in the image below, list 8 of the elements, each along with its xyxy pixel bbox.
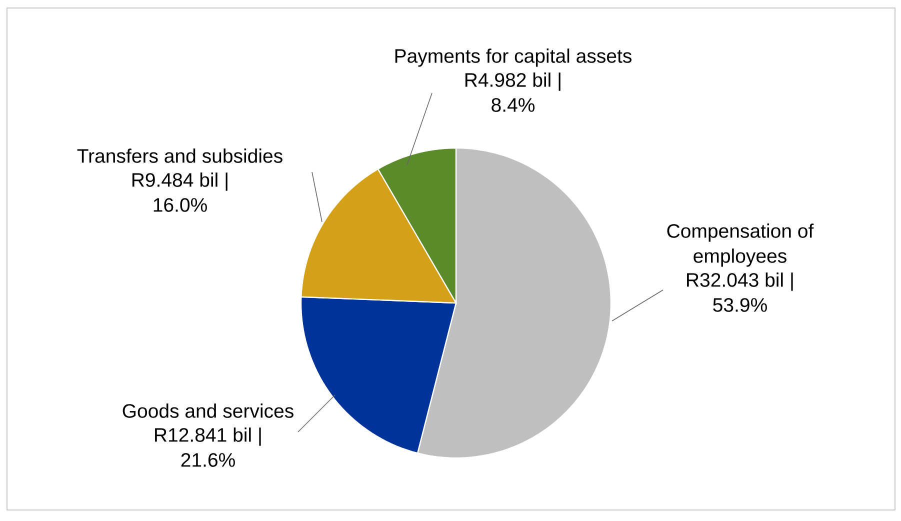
- data-label: R4.982 bil | 8.4%: [465, 72, 560, 112]
- slice-label: Payments for capital assets: [395, 48, 632, 67]
- slice-label: Compensation of employees: [667, 224, 814, 267]
- slice-label: Transfers and subsidies: [77, 148, 282, 163]
- slice-label: Goods and services: [122, 404, 294, 418]
- data-label: R9.484 bil | 16.0%: [132, 172, 228, 212]
- data-label: R32.043 bil | 53.9%: [687, 272, 793, 312]
- data-label: R12.841 bil | 21.6%: [155, 428, 261, 467]
